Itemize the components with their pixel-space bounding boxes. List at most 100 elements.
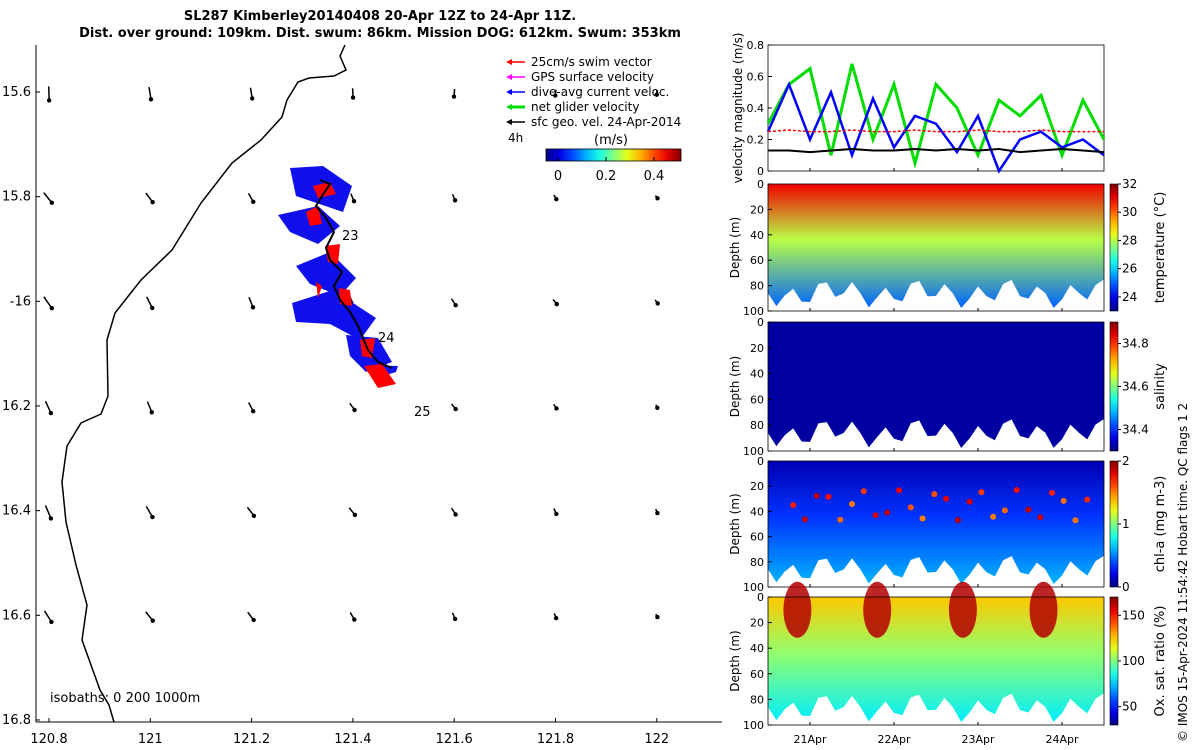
geo-velocity-arrowhead	[250, 409, 256, 414]
section-y-label: Depth (m)	[728, 217, 742, 278]
chla-high-sample	[919, 515, 926, 522]
swim-vector-patch	[364, 364, 396, 388]
colorbar-label: (m/s)	[594, 133, 628, 148]
geo-velocity-arrow	[44, 505, 52, 519]
legend-arrowhead	[506, 74, 512, 80]
geo-velocity-arrowhead	[150, 618, 155, 623]
dive-avg-current-patch	[296, 252, 356, 296]
legend-label: GPS surface velocity	[531, 70, 654, 84]
geo-velocity-arrowhead	[352, 617, 357, 622]
chla-high-sample	[813, 492, 820, 499]
section-y-tick-label: 80	[750, 280, 764, 293]
chla-high-sample	[1037, 514, 1044, 521]
section-y-label: Depth (m)	[728, 493, 742, 554]
geo-velocity-arrowhead	[251, 617, 256, 623]
legend-arrowhead	[506, 89, 512, 95]
section-y-tick-label: 80	[750, 419, 764, 432]
geo-velocity-arrowhead	[554, 511, 559, 517]
velocity-y-tick-label: 0.6	[747, 71, 765, 84]
geo-velocity-arrowhead	[150, 305, 155, 311]
chla-high-sample	[966, 498, 973, 505]
geo-velocity-arrowhead	[655, 196, 660, 201]
geo-velocity-arrowhead	[554, 197, 559, 202]
chla-high-sample	[907, 504, 914, 511]
map-colorbar-tick-label: 0	[554, 169, 562, 184]
section-y-tick-label: 60	[750, 254, 764, 267]
velocity-series-line	[766, 81, 1105, 174]
section-y-label: Depth (m)	[728, 356, 742, 417]
section-y-tick-label: 40	[750, 642, 764, 655]
section-y-tick-label: 100	[743, 445, 764, 458]
section-axes	[767, 321, 1105, 452]
geo-velocity-arrowhead	[150, 514, 155, 520]
section-y-tick-label: 60	[750, 393, 764, 406]
chla-high-sample	[978, 489, 985, 496]
geo-velocity-arrowhead	[453, 512, 458, 517]
section-y-tick-label: 80	[750, 556, 764, 569]
swim-vector-patch	[316, 282, 322, 298]
geo-velocity-arrowhead	[655, 510, 660, 516]
section-colorbar-tick-label: 150	[1122, 608, 1145, 622]
chla-high-sample	[837, 516, 844, 523]
chla-high-sample	[860, 488, 867, 495]
geo-velocity-arrowhead	[251, 513, 257, 519]
section-fill	[768, 184, 1104, 309]
map-colorbar	[545, 148, 682, 162]
map-x-tick-label: 121.8	[537, 732, 574, 747]
isobaths-label: isobaths: 0 200 1000m	[50, 691, 200, 706]
velocity-series-line	[768, 147, 1105, 154]
map-colorbar-tick-label: 0.2	[596, 169, 617, 184]
section-axes	[767, 460, 1105, 588]
map-y-tick-label: 15.6	[2, 85, 31, 100]
geo-velocity-arrowhead	[352, 407, 357, 413]
chla-high-sample	[943, 495, 950, 502]
day-label: 23	[342, 229, 359, 244]
map-y-tick-label: 16.2	[2, 399, 31, 414]
map-x-tick-label: 121.6	[436, 732, 473, 747]
section-colorbar-label: salinity	[1153, 363, 1168, 410]
chart-title: SL287 Kimberley20140408 20-Apr 12Z to 24…	[183, 9, 577, 24]
chla-high-sample	[1072, 517, 1079, 524]
map-y-tick-label: 16.4	[2, 504, 31, 519]
section-y-tick-label: 100	[743, 305, 764, 318]
glider-track	[314, 179, 393, 369]
section-y-tick-label: 0	[757, 591, 764, 604]
velocity-y-tick-label: 0	[757, 165, 764, 178]
isobath-line	[61, 44, 347, 723]
swim-vector-patch	[339, 288, 352, 306]
legend-label: dive-avg current veloc.	[531, 85, 669, 99]
section-y-tick-label: 80	[750, 693, 764, 706]
geo-velocity-arrowhead	[250, 305, 256, 310]
geo-velocity-arrowhead	[49, 200, 55, 205]
chla-high-sample	[849, 500, 855, 507]
section-colorbar-tick-label: 34.4	[1122, 423, 1149, 437]
section-colorbar-tick-label: 2	[1122, 454, 1130, 468]
geo-velocity-arrowhead	[453, 302, 458, 308]
geo-velocity-arrowhead	[351, 199, 357, 204]
chla-high-sample	[1060, 497, 1067, 504]
legend-label: 25cm/s swim vector	[531, 55, 652, 69]
section-y-tick-label: 60	[750, 668, 764, 681]
section-colorbar-tick-label: 32	[1122, 177, 1137, 191]
geo-velocity-arrowhead	[554, 301, 560, 307]
chla-high-sample	[801, 516, 808, 523]
section-y-tick-label: 0	[757, 178, 764, 191]
geo-velocity-arrowhead	[49, 619, 54, 625]
section-colorbar-tick-label: 50	[1122, 700, 1137, 714]
map-colorbar-tick-label: 0.4	[644, 169, 665, 184]
section-y-tick-label: 40	[750, 229, 764, 242]
geo-velocity-arrowhead	[350, 95, 356, 100]
chla-high-sample	[1084, 496, 1091, 503]
geo-velocity-arrowhead	[452, 616, 458, 622]
geo-velocity-arrowhead	[49, 306, 54, 311]
geo-velocity-arrowhead	[149, 410, 154, 415]
day-label: 25	[414, 405, 431, 420]
chla-high-sample	[872, 512, 879, 519]
section-x-tick-label: 21Apr	[793, 733, 827, 746]
chla-high-sample	[931, 491, 938, 498]
geo-velocity-arrowhead	[655, 405, 660, 411]
section-axes	[767, 183, 1105, 312]
map-y-tick-label: 15.8	[2, 190, 31, 205]
geo-velocity-arrowhead	[655, 614, 660, 620]
